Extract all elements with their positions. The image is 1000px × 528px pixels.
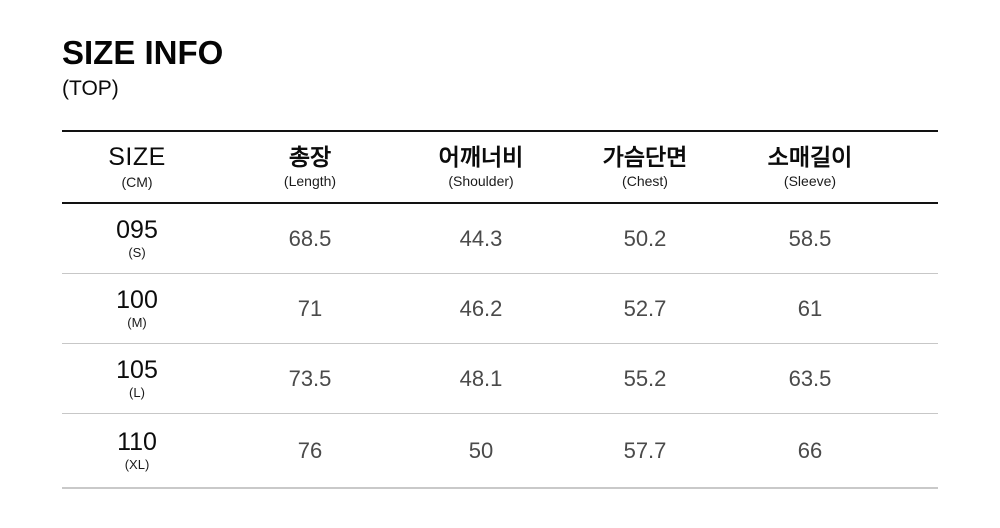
chest-value: 57.7 — [623, 437, 667, 463]
column-header-chest: 가슴단면 (Chest) — [554, 132, 736, 202]
sleeve-value: 58.5 — [788, 225, 832, 251]
size-label: 100 — [116, 285, 158, 314]
table-row-110: 110 (XL) 76 50 57.7 66 — [62, 414, 938, 489]
length-value: 68.5 — [288, 225, 332, 251]
column-label: 소매길이 — [767, 143, 853, 170]
column-label: 총장 — [288, 143, 332, 170]
table-row-100: 100 (M) 71 46.2 52.7 61 — [62, 274, 938, 344]
size-label-cell: 095 (S) — [62, 204, 212, 273]
size-table: SIZE (CM) 총장 (Length) 어깨너비 (Shoulder) 가슴… — [62, 130, 938, 489]
column-sublabel: (CM) — [121, 174, 153, 191]
size-sublabel: (S) — [128, 245, 146, 261]
column-sublabel: (Length) — [283, 173, 337, 190]
length-value: 73.5 — [288, 365, 332, 391]
column-label: 어깨너비 — [438, 143, 524, 170]
size-label-cell: 105 (L) — [62, 344, 212, 413]
table-row-105: 105 (L) 73.5 48.1 55.2 63.5 — [62, 344, 938, 414]
length-value: 76 — [297, 437, 323, 463]
size-label: 095 — [116, 215, 158, 244]
chest-value: 55.2 — [623, 365, 667, 391]
length-value: 71 — [297, 295, 323, 321]
sleeve-value: 61 — [797, 295, 823, 321]
size-label-cell: 100 (M) — [62, 274, 212, 343]
column-sublabel: (Chest) — [622, 173, 668, 190]
page-title: SIZE INFO — [62, 34, 224, 71]
column-sublabel: (Shoulder) — [448, 173, 514, 190]
chest-value: 52.7 — [623, 295, 667, 321]
size-label: 110 — [117, 427, 157, 456]
size-sublabel: (XL) — [124, 457, 150, 473]
column-header-size: SIZE (CM) — [62, 132, 212, 202]
table-header-row: SIZE (CM) 총장 (Length) 어깨너비 (Shoulder) 가슴… — [62, 132, 938, 204]
shoulder-value: 50 — [468, 437, 494, 463]
column-label: SIZE — [108, 142, 166, 171]
column-header-shoulder: 어깨너비 (Shoulder) — [408, 132, 554, 202]
column-header-sleeve: 소매길이 (Sleeve) — [736, 132, 884, 202]
shoulder-value: 46.2 — [459, 295, 503, 321]
table-row-095: 095 (S) 68.5 44.3 50.2 58.5 — [62, 204, 938, 274]
page-subtitle: (TOP) — [62, 77, 119, 100]
shoulder-value: 48.1 — [459, 365, 503, 391]
size-sublabel: (M) — [127, 315, 147, 331]
size-sublabel: (L) — [129, 385, 145, 401]
sleeve-value: 63.5 — [788, 365, 832, 391]
chest-value: 50.2 — [623, 225, 667, 251]
column-header-length: 총장 (Length) — [212, 132, 408, 202]
column-label: 가슴단면 — [602, 143, 688, 170]
header-block: SIZE INFO (TOP) — [62, 36, 223, 101]
shoulder-value: 44.3 — [459, 225, 503, 251]
size-label-cell: 110 (XL) — [62, 414, 212, 487]
size-label: 105 — [116, 355, 158, 384]
sleeve-value: 66 — [797, 437, 823, 463]
column-sublabel: (Sleeve) — [783, 173, 837, 190]
